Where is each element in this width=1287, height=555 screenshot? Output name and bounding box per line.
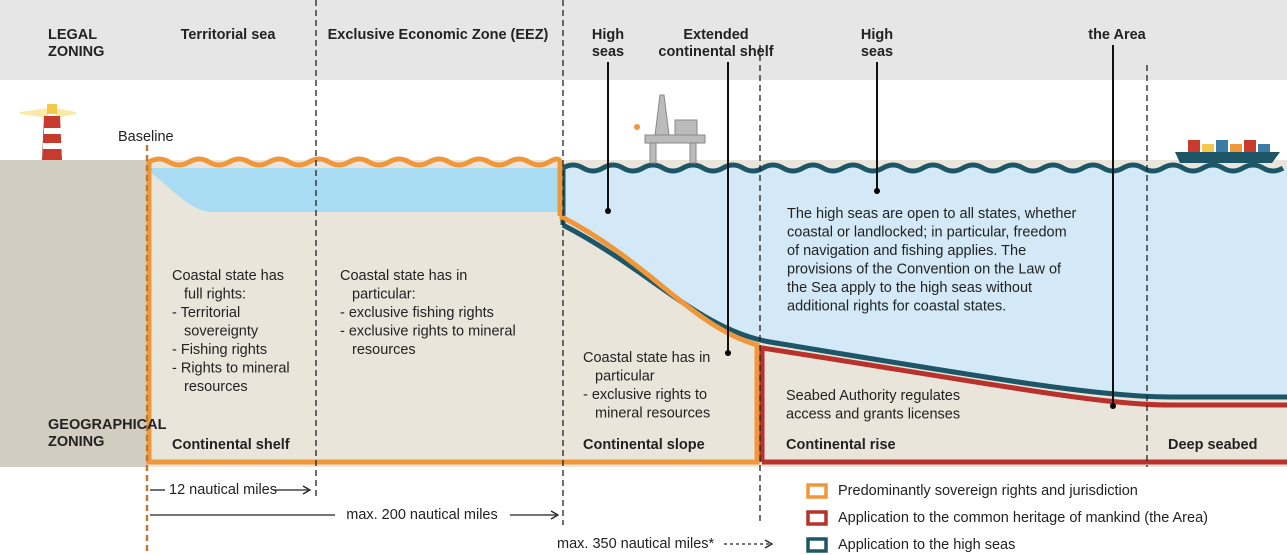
zone-description: - exclusive rights to	[583, 387, 707, 403]
legal-zone-label: seas	[861, 44, 893, 60]
zone-description: Coastal state has in	[340, 268, 467, 284]
legal-zone-label: continental shelf	[658, 44, 773, 60]
zone-description: full rights:	[184, 286, 246, 302]
zone-description: coastal or landlocked; in particular, fr…	[787, 224, 1067, 240]
distance-label: 12 nautical miles	[169, 482, 277, 498]
zone-description: resources	[184, 379, 248, 395]
pointer-dot	[1110, 403, 1116, 409]
legend-swatch	[808, 539, 826, 551]
legal-zone-label: Extended	[683, 27, 748, 43]
geographical-zone-label: Continental slope	[583, 437, 705, 453]
legal-zoning-label: LEGAL	[48, 27, 97, 43]
legal-zone-label: seas	[592, 44, 624, 60]
zone-description: provisions of the Convention on the Law …	[787, 261, 1062, 277]
geographical-zoning-label: ZONING	[48, 434, 104, 450]
zone-description: - Fishing rights	[172, 342, 267, 358]
zone-description: Coastal state has in	[583, 350, 710, 366]
zone-description: - exclusive fishing rights	[340, 305, 494, 321]
zone-description: particular	[595, 368, 655, 384]
zone-description: resources	[352, 342, 416, 358]
legal-zoning-label: ZONING	[48, 44, 104, 60]
zone-description: mineral resources	[595, 405, 710, 421]
geographical-zone-label: Continental rise	[786, 437, 896, 453]
zone-description: additional rights for coastal states.	[787, 298, 1006, 314]
legal-zone-label: High	[592, 27, 624, 43]
shelf-water	[150, 168, 560, 212]
pointer-dot	[605, 208, 611, 214]
zone-description: particular:	[352, 286, 416, 302]
zone-description: Seabed Authority regulates	[786, 388, 960, 404]
legend-label: Application to the high seas	[838, 537, 1015, 553]
baseline-label: Baseline	[118, 129, 174, 145]
legal-zone-label: Exclusive Economic Zone (EEZ)	[328, 27, 549, 43]
legend-label: Predominantly sovereign rights and juris…	[838, 483, 1138, 499]
pointer-dot	[725, 350, 731, 356]
geographical-zone-label: Deep seabed	[1168, 437, 1257, 453]
legend-label: Application to the common heritage of ma…	[838, 510, 1208, 526]
ship-icon	[1175, 140, 1280, 163]
legal-zone-label: Territorial sea	[181, 27, 277, 43]
geographical-zoning-label: GEOGRAPHICAL	[48, 417, 167, 433]
diagram: LEGALZONINGGEOGRAPHICALZONINGTerritorial…	[0, 0, 1287, 555]
zone-description: Coastal state has	[172, 268, 284, 284]
pointer-dot	[874, 188, 880, 194]
zone-description: - exclusive rights to mineral	[340, 323, 516, 339]
lighthouse-icon	[20, 104, 76, 160]
zone-description: of navigation and fishing applies. The	[787, 243, 1026, 259]
distance-label: max. 200 nautical miles	[346, 507, 498, 523]
legal-zone-label: the Area	[1088, 27, 1146, 43]
zone-description: The high seas are open to all states, wh…	[787, 206, 1077, 222]
oil-rig-icon	[634, 95, 705, 163]
zone-description: sovereignty	[184, 323, 259, 339]
zone-description: the Sea apply to the high seas without	[787, 280, 1032, 296]
zone-description: access and grants licenses	[786, 406, 960, 422]
zone-description: - Territorial	[172, 305, 240, 321]
geographical-zone-label: Continental shelf	[172, 437, 290, 453]
legend-swatch	[808, 485, 826, 497]
distance-label: max. 350 nautical miles*	[557, 536, 715, 552]
zone-description: - Rights to mineral	[172, 360, 290, 376]
legend-swatch	[808, 512, 826, 524]
legal-zone-label: High	[861, 27, 893, 43]
